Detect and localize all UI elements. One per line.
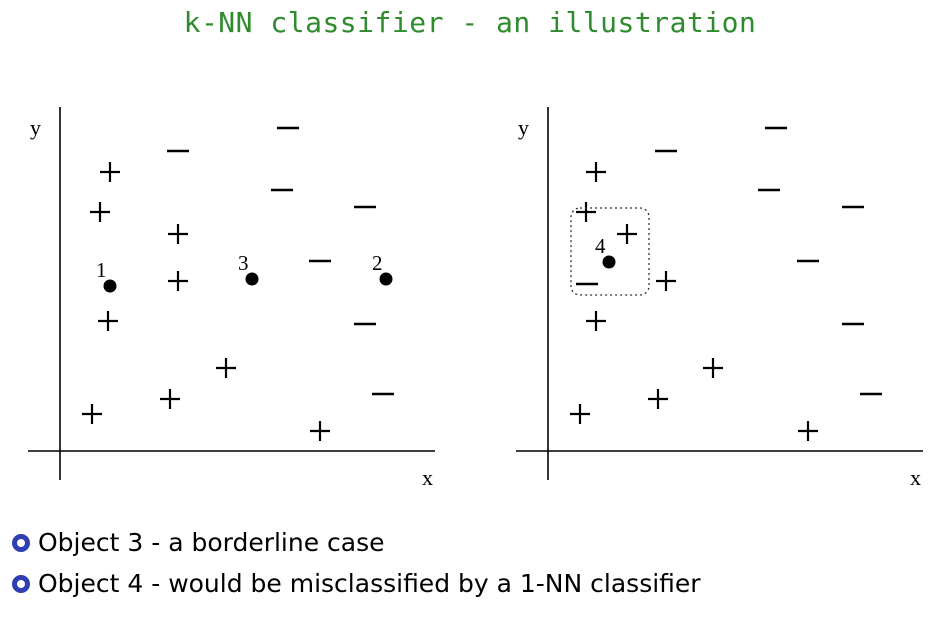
object-point <box>602 255 616 269</box>
plus-mark <box>703 358 723 378</box>
plus-mark <box>798 421 818 441</box>
plus-mark <box>648 389 668 409</box>
object-label: 4 <box>595 234 606 258</box>
bullet-ring-icon <box>12 533 30 552</box>
plot-left: y x 1 3 2 <box>28 107 435 490</box>
y-axis-label: y <box>518 115 529 140</box>
object-label: 1 <box>96 258 107 282</box>
bullet-item: Object 4 - would be misclassified by a 1… <box>12 563 701 604</box>
plus-mark <box>168 271 188 291</box>
bullet-list: Object 3 - a borderline case Object 4 - … <box>12 522 701 604</box>
plus-mark <box>570 404 590 424</box>
bullet-item: Object 3 - a borderline case <box>12 522 701 563</box>
plus-mark <box>216 358 236 378</box>
x-axis-label: x <box>910 465 921 490</box>
neighborhood-box <box>570 207 650 296</box>
plus-mark <box>586 162 606 182</box>
plus-mark <box>310 421 330 441</box>
x-axis-label: x <box>422 465 433 490</box>
page-title: k-NN classifier - an illustration <box>183 6 757 39</box>
plus-mark <box>656 271 676 291</box>
object-point <box>103 279 117 293</box>
plus-mark <box>617 224 637 244</box>
plus-mark <box>576 202 596 222</box>
y-axis-label: y <box>30 115 41 140</box>
object-point <box>379 272 393 286</box>
bullet-text: Object 4 - would be misclassified by a 1… <box>38 569 701 598</box>
object-label: 3 <box>238 251 249 275</box>
plus-mark <box>100 162 120 182</box>
plus-mark <box>82 404 102 424</box>
plus-mark <box>90 202 110 222</box>
plot-right: y x 4 <box>516 107 923 490</box>
plus-mark <box>168 224 188 244</box>
object-label: 2 <box>372 251 383 275</box>
plus-mark <box>98 311 118 331</box>
bullet-text: Object 3 - a borderline case <box>38 528 385 557</box>
bullet-ring-icon <box>12 574 30 593</box>
plus-mark <box>160 389 180 409</box>
object-point <box>245 272 259 286</box>
plus-mark <box>586 311 606 331</box>
